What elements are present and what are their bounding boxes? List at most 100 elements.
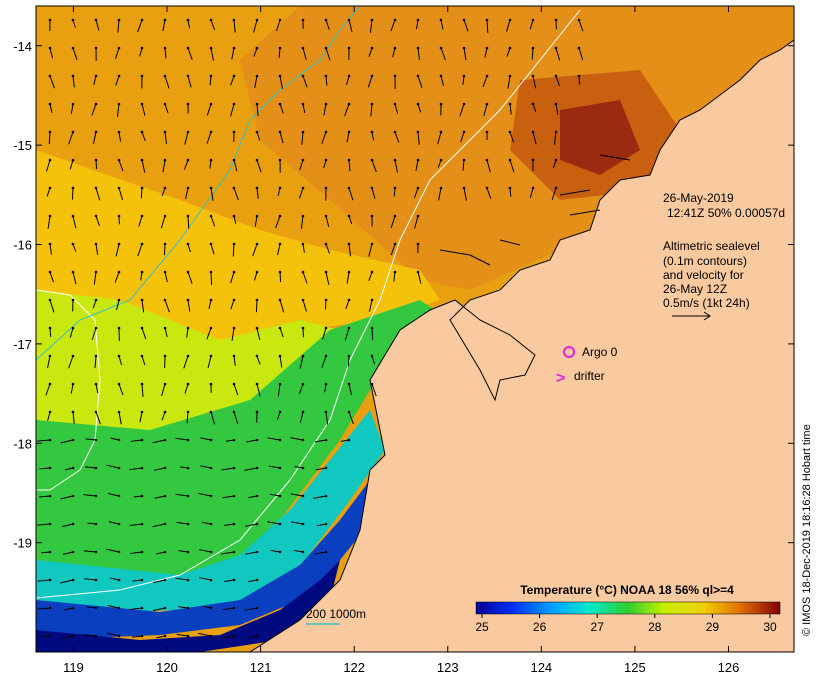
velocity-vector — [509, 103, 512, 115]
velocity-vector — [555, 103, 559, 116]
velocity-vector-origin — [117, 270, 121, 274]
velocity-vector — [110, 437, 120, 441]
velocity-vector — [555, 75, 560, 86]
velocity-vector-origin — [485, 102, 489, 106]
velocity-vector-origin — [209, 186, 213, 190]
velocity-vector-origin — [117, 74, 121, 78]
velocity-vector-origin — [186, 438, 190, 442]
velocity-vector-origin — [209, 550, 213, 554]
sealevel-contour-2 — [36, 289, 101, 491]
velocity-vector-origin — [163, 550, 167, 554]
velocity-vector — [294, 466, 304, 469]
velocity-vector — [70, 103, 74, 114]
velocity-vector-origin — [163, 438, 167, 442]
velocity-vector-origin — [278, 354, 282, 358]
velocity-vector — [344, 103, 350, 117]
velocity-vector — [325, 75, 328, 86]
velocity-vector-origin — [94, 158, 98, 162]
velocity-vector-origin — [278, 522, 282, 526]
velocity-vector-origin — [347, 270, 351, 274]
velocity-vector-origin — [531, 186, 535, 190]
velocity-vector — [200, 465, 212, 469]
velocity-vector-origin — [301, 242, 305, 246]
velocity-vector-origin — [255, 634, 259, 638]
velocity-vector — [225, 439, 235, 442]
velocity-vector — [394, 131, 400, 143]
y-tick-label: -19 — [13, 536, 32, 551]
velocity-vector-origin — [48, 550, 52, 554]
velocity-vector-origin — [140, 298, 144, 302]
velocity-vector — [164, 327, 168, 338]
date-label: 26-May-2019 — [663, 191, 734, 205]
velocity-vector-origin — [232, 410, 236, 414]
velocity-vector-origin — [71, 494, 75, 498]
velocity-vector — [164, 299, 170, 313]
velocity-vector-origin — [485, 158, 489, 162]
sst-hottest-core — [560, 100, 640, 175]
velocity-vector — [275, 19, 281, 32]
velocity-vector-origin — [485, 186, 489, 190]
velocity-vector-origin — [485, 18, 489, 22]
velocity-vector — [160, 215, 166, 229]
velocity-vector-origin — [324, 186, 328, 190]
velocity-vector — [462, 75, 465, 85]
velocity-vector-origin — [232, 242, 236, 246]
velocity-vector — [156, 635, 166, 639]
velocity-vector-origin — [324, 130, 328, 134]
velocity-vector-origin — [140, 466, 144, 470]
velocity-vector — [390, 243, 396, 256]
velocity-vector-origin — [554, 186, 558, 190]
velocity-vector — [129, 523, 143, 527]
velocity-vector — [414, 215, 419, 229]
velocity-vector — [314, 439, 327, 443]
velocity-vector-origin — [94, 466, 98, 470]
velocity-vector — [206, 131, 212, 144]
velocity-vector-origin — [71, 74, 75, 78]
velocity-vector-origin — [278, 298, 282, 302]
velocity-vector-origin — [324, 298, 328, 302]
velocity-vector-origin — [255, 578, 259, 582]
velocity-vector — [185, 187, 189, 200]
velocity-vector — [348, 19, 353, 33]
velocity-vector-origin — [255, 606, 259, 610]
velocity-vector-origin — [48, 578, 52, 582]
velocity-vector — [246, 635, 258, 639]
velocity-vector — [371, 355, 376, 365]
velocity-vector-origin — [393, 242, 397, 246]
x-tick-label: 123 — [437, 660, 459, 675]
velocity-vector-origin — [209, 242, 213, 246]
velocity-vector — [114, 271, 120, 283]
velocity-vector — [460, 131, 465, 143]
velocity-vector-origin — [48, 158, 52, 162]
velocity-vector — [72, 215, 77, 229]
velocity-vector — [459, 103, 465, 117]
velocity-vector-origin — [117, 522, 121, 526]
velocity-vector — [187, 243, 191, 253]
velocity-vector-origin — [94, 242, 98, 246]
velocity-vector — [552, 159, 557, 169]
velocity-vector-origin — [439, 102, 443, 106]
velocity-vector — [299, 355, 304, 369]
velocity-vector-origin — [209, 466, 213, 470]
velocity-vector — [85, 438, 97, 441]
velocity-vector-origin — [117, 158, 121, 162]
altimetry-line-2: (0.1m contours) — [663, 254, 747, 268]
velocity-vector — [346, 75, 350, 86]
velocity-vector — [367, 75, 373, 88]
velocity-vector — [175, 577, 189, 581]
velocity-vector — [60, 439, 74, 444]
y-axis: -14 -15 -16 -17 -18 -19 — [13, 39, 794, 551]
velocity-vector — [346, 131, 350, 143]
velocity-vector — [162, 19, 166, 32]
velocity-vector — [302, 243, 305, 253]
velocity-vector-origin — [278, 158, 282, 162]
velocity-vector-origin — [232, 606, 236, 610]
velocity-vector-origin — [71, 634, 75, 638]
velocity-vector-origin — [278, 242, 282, 246]
velocity-vector — [200, 437, 212, 441]
velocity-vector — [178, 550, 189, 553]
velocity-vector-origin — [278, 382, 282, 386]
y-tick-label: -18 — [13, 436, 32, 451]
velocity-vector-origin — [117, 354, 121, 358]
velocity-vector-origin — [462, 74, 466, 78]
